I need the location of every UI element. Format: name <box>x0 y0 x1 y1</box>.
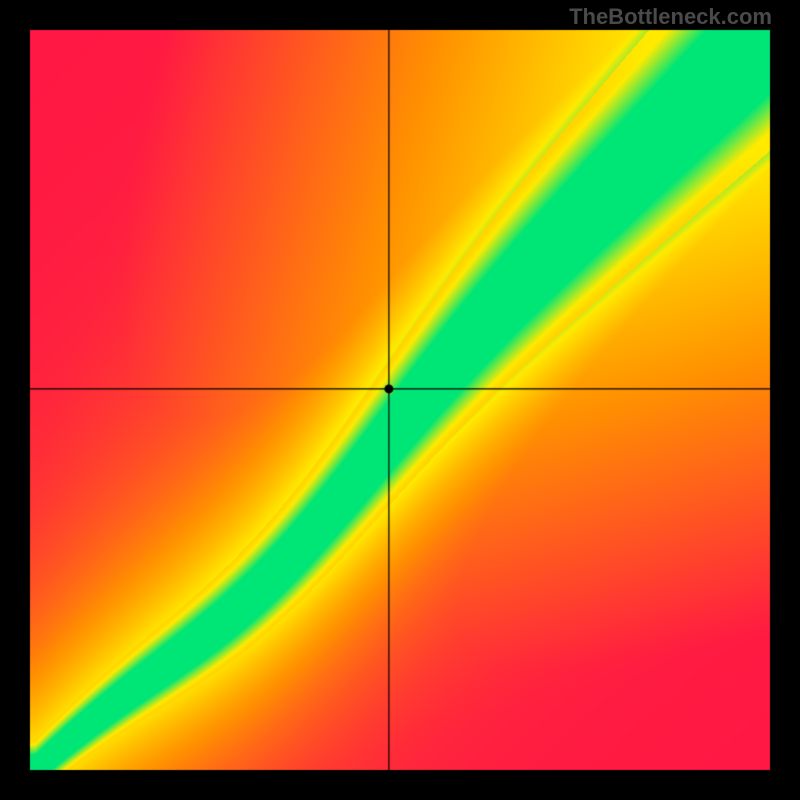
heatmap-canvas <box>0 0 800 800</box>
watermark-text: TheBottleneck.com <box>569 4 772 30</box>
chart-container: TheBottleneck.com <box>0 0 800 800</box>
